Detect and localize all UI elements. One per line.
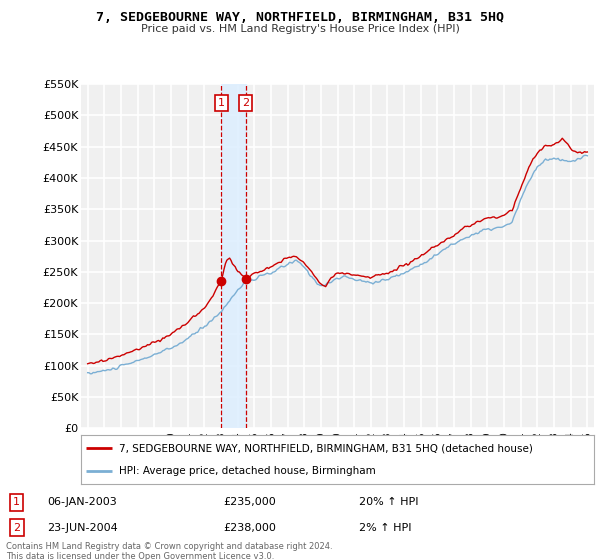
Text: £238,000: £238,000 [224, 522, 277, 533]
Text: £235,000: £235,000 [224, 497, 277, 507]
Text: 20% ↑ HPI: 20% ↑ HPI [359, 497, 418, 507]
Text: 7, SEDGEBOURNE WAY, NORTHFIELD, BIRMINGHAM, B31 5HQ (detached house): 7, SEDGEBOURNE WAY, NORTHFIELD, BIRMINGH… [119, 444, 533, 454]
Text: 1: 1 [13, 497, 20, 507]
Text: 2% ↑ HPI: 2% ↑ HPI [359, 522, 412, 533]
Text: 1: 1 [218, 98, 225, 108]
Text: 7, SEDGEBOURNE WAY, NORTHFIELD, BIRMINGHAM, B31 5HQ: 7, SEDGEBOURNE WAY, NORTHFIELD, BIRMINGH… [96, 11, 504, 24]
Text: HPI: Average price, detached house, Birmingham: HPI: Average price, detached house, Birm… [119, 466, 376, 476]
Text: Price paid vs. HM Land Registry's House Price Index (HPI): Price paid vs. HM Land Registry's House … [140, 24, 460, 34]
Text: Contains HM Land Registry data © Crown copyright and database right 2024.
This d: Contains HM Land Registry data © Crown c… [6, 542, 332, 560]
Text: 2: 2 [242, 98, 249, 108]
Text: 23-JUN-2004: 23-JUN-2004 [47, 522, 118, 533]
Text: 2: 2 [13, 522, 20, 533]
Bar [221, 84, 245, 428]
Text: 06-JAN-2003: 06-JAN-2003 [47, 497, 117, 507]
